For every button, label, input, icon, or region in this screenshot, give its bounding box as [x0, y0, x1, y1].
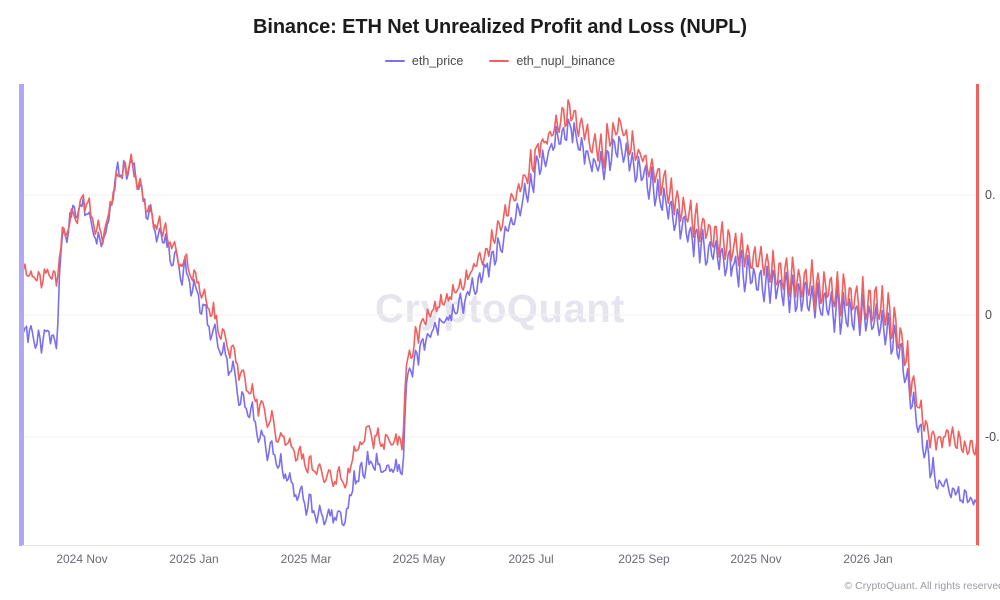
x-tick-label: 2025 Sep — [618, 552, 670, 566]
y-tick-label-right: -0. — [985, 430, 1000, 444]
x-tick-label: 2026 Jan — [843, 552, 893, 566]
x-tick-label: 2025 May — [392, 552, 446, 566]
plot-area — [22, 84, 978, 544]
legend-label-eth-nupl-binance: eth_nupl_binance — [516, 54, 616, 68]
x-tick-label: 2024 Nov — [56, 552, 108, 566]
y-tick-label-right: 0 — [985, 308, 992, 322]
legend-label-eth-price: eth_price — [411, 54, 464, 68]
y-axis-left-spine — [19, 84, 24, 546]
chart-legend: eth_price eth_nupl_binance — [0, 54, 1000, 68]
x-tick-label: 2025 Nov — [730, 552, 782, 566]
x-tick-label: 2025 Jan — [169, 552, 219, 566]
legend-item-eth-price[interactable]: eth_price — [384, 54, 464, 68]
y-tick-label-right: 0. — [985, 188, 996, 202]
legend-item-eth-nupl-binance[interactable]: eth_nupl_binance — [489, 54, 615, 68]
series-line-eth-nupl-binance — [22, 99, 978, 489]
copyright-footer: © CryptoQuant. All rights reserved — [844, 580, 1000, 592]
legend-swatch-eth-price — [384, 59, 405, 63]
gridlines — [22, 194, 978, 438]
x-tick-label: 2025 Jul — [508, 552, 554, 566]
x-axis-line — [22, 545, 978, 546]
series-line-eth-price — [22, 118, 978, 527]
y-axis-right-spine — [976, 84, 979, 546]
legend-swatch-eth-nupl-binance — [489, 59, 510, 63]
chart-canvas — [22, 99, 978, 527]
x-tick-label: 2025 Mar — [280, 552, 332, 566]
page-title: Binance: ETH Net Unrealized Profit and L… — [253, 16, 747, 38]
